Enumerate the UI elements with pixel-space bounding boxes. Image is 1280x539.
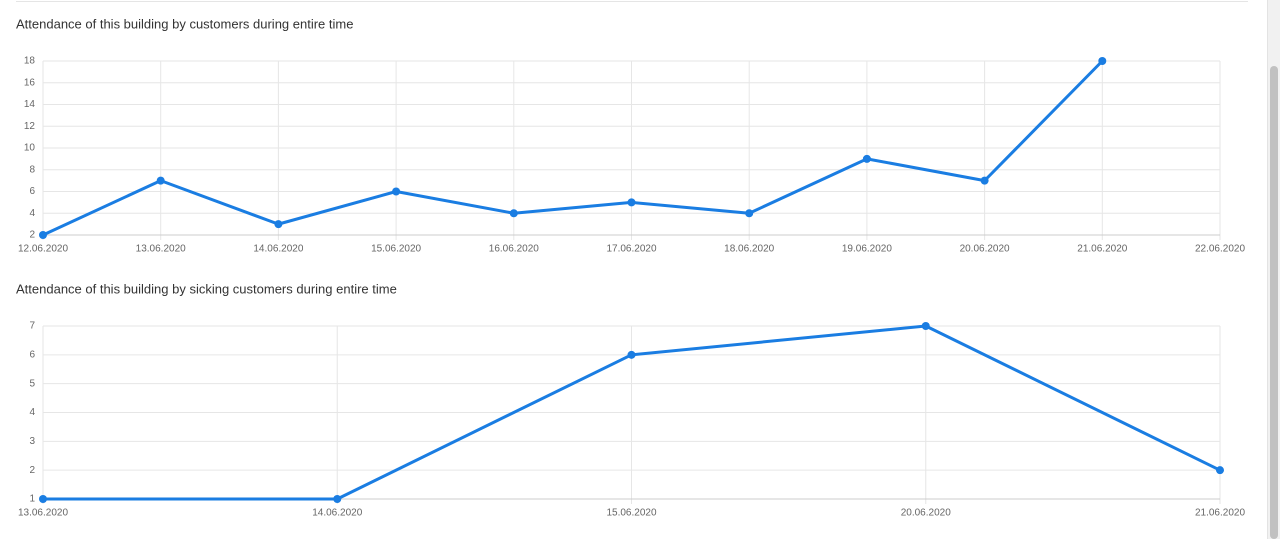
- x-tick-label: 18.06.2020: [724, 244, 774, 255]
- x-tick-label: 20.06.2020: [960, 244, 1010, 255]
- x-tick-label: 16.06.2020: [489, 244, 539, 255]
- y-tick-label: 3: [29, 436, 35, 447]
- line: [42, 59, 1104, 237]
- point: [745, 209, 754, 218]
- point: [39, 231, 47, 239]
- y-tick-label: 2: [29, 230, 35, 241]
- point: [333, 495, 342, 503]
- point: [862, 154, 871, 163]
- point: [1098, 57, 1107, 65]
- x-tick-label: 17.06.2020: [606, 244, 656, 255]
- y-tick-label: 6: [29, 186, 35, 197]
- y-tick-label: 12: [24, 121, 36, 132]
- point: [392, 187, 401, 196]
- x-tick-label: 13.06.2020: [18, 508, 68, 519]
- y-tick-label: 14: [24, 99, 36, 110]
- x-tick-label: 15.06.2020: [371, 244, 421, 255]
- point: [627, 350, 636, 359]
- point: [509, 209, 518, 218]
- chart-title: Attendance of this building by customers…: [16, 16, 353, 31]
- scrollbar[interactable]: [1267, 0, 1280, 539]
- point: [980, 176, 989, 185]
- x-tick-label: 21.06.2020: [1195, 508, 1245, 519]
- x-tick-label: 12.06.2020: [18, 244, 68, 255]
- y-tick-label: 2: [29, 465, 35, 476]
- y-tick-label: 7: [29, 321, 35, 332]
- x-tick-label: 19.06.2020: [842, 244, 892, 255]
- chart-title: Attendance of this building by sicking c…: [16, 281, 397, 296]
- scrollbar-thumb[interactable]: [1270, 66, 1278, 539]
- y-tick-label: 16: [24, 77, 36, 88]
- point: [627, 198, 636, 207]
- x-tick-label: 22.06.2020: [1195, 244, 1245, 255]
- point: [39, 495, 47, 503]
- y-tick-label: 4: [29, 407, 35, 418]
- y-tick-label: 10: [24, 143, 36, 154]
- y-tick-label: 6: [29, 349, 35, 360]
- y-tick-label: 8: [29, 164, 35, 175]
- y-tick-label: 5: [29, 378, 35, 389]
- point: [1216, 466, 1224, 475]
- y-tick-label: 4: [29, 208, 35, 219]
- x-tick-label: 15.06.2020: [606, 508, 656, 519]
- y-tick-label: 1: [29, 494, 35, 505]
- x-tick-label: 14.06.2020: [253, 244, 303, 255]
- x-tick-label: 20.06.2020: [901, 508, 951, 519]
- y-tick-label: 18: [24, 56, 36, 67]
- point: [921, 322, 930, 330]
- point: [274, 220, 283, 229]
- x-tick-label: 13.06.2020: [136, 244, 186, 255]
- x-tick-label: 21.06.2020: [1077, 244, 1127, 255]
- point: [156, 176, 165, 185]
- x-tick-label: 14.06.2020: [312, 508, 362, 519]
